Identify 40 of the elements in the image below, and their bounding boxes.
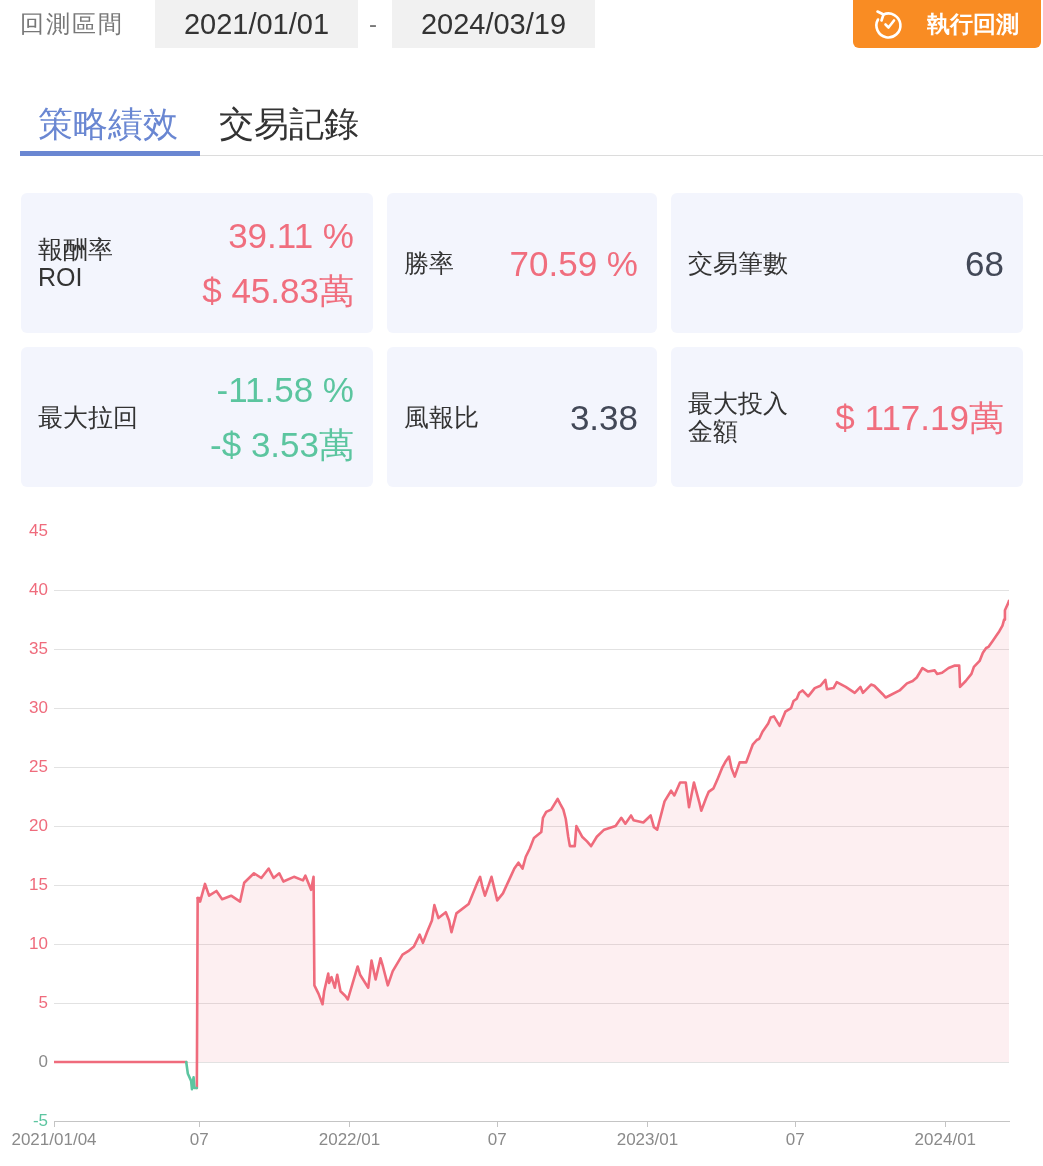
text: 回測區間 [20,9,124,39]
text: 勝率 [404,249,454,277]
y-tick-label: 35 [29,638,48,658]
x-tick-label: 2023/01 [616,1129,679,1149]
text: -11.58 % [216,369,354,411]
text: 最大投入金額 [688,389,789,445]
text: 70.59 % [509,242,638,285]
text: $ 117.19萬 [835,396,1004,439]
text: -$ 3.53萬 [210,424,354,466]
text: 交易筆數 [688,249,788,277]
text: 68 [965,242,1004,285]
y-tick-label: 20 [29,815,48,835]
x-tick-label: 2024/01 [914,1129,977,1149]
x-tick-label: 07 [785,1129,805,1149]
text: 風報比 [404,403,479,431]
x-tick-label: 2021/01/04 [11,1129,97,1149]
y-tick-label: 5 [38,992,48,1012]
y-tick-label: 0 [38,1051,48,1071]
y-tick-label: 45 [29,520,48,540]
text: - [369,9,377,39]
y-tick-label: 30 [29,697,48,717]
y-tick-label: 25 [29,756,48,776]
text: 39.11 % [228,215,354,257]
text: 3.38 [569,396,638,439]
x-tick-label: 2022/01 [318,1129,381,1149]
y-tick-label: 40 [29,579,48,599]
text: 最大拉回 [38,403,138,431]
y-tick-label: 10 [29,933,48,953]
text: 執行回測 [927,10,1019,39]
y-tick-label: -5 [32,1110,48,1130]
date-field: 2024/03/19 [392,0,595,48]
x-tick-label: 07 [189,1129,209,1149]
text: $ 45.83萬 [202,270,354,312]
y-tick-label: 15 [29,874,48,894]
text: 策略績效 [38,103,178,145]
date-field: 2021/01/01 [155,0,358,48]
text: 交易記錄 [219,103,359,145]
text: ROI [38,263,84,291]
text: 報酬率 [38,235,113,263]
x-tick-label: 07 [487,1129,507,1149]
